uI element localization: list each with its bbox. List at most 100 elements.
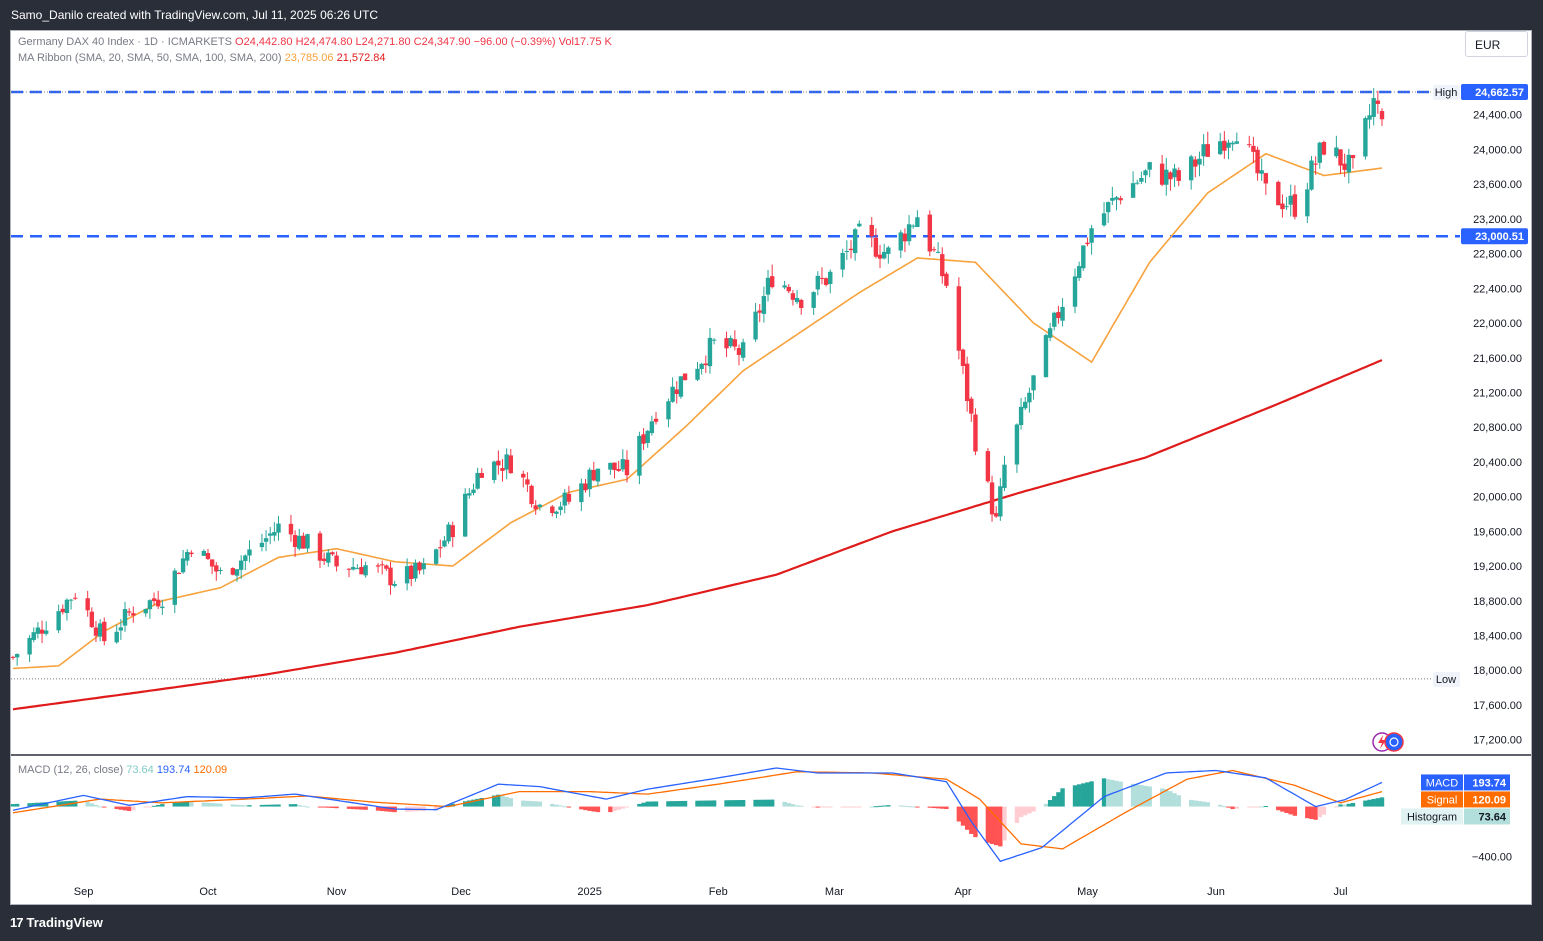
close-label: C24,347.90 (413, 36, 471, 48)
macd-histogram-bar (433, 806, 439, 811)
macd-histogram-bar (350, 806, 356, 810)
candle-body (852, 229, 858, 254)
ma-ribbon-label[interactable]: MA Ribbon (SMA, 20, SMA, 50, SMA, 100, S… (18, 52, 282, 64)
macd-histogram-bar (209, 803, 215, 807)
replay-icons[interactable] (1372, 732, 1404, 752)
macd-histogram-bar (218, 803, 223, 807)
macd-histogram-bar (288, 804, 294, 807)
tradingview-logo[interactable]: 17 TradingView (10, 915, 103, 930)
candle-body (1201, 144, 1206, 157)
candle-body (1230, 142, 1235, 145)
symbol-label[interactable]: Germany DAX 40 Index · 1D · ICMARKETS (18, 36, 232, 48)
candle-body (769, 276, 775, 288)
macd-histogram-bar (147, 806, 153, 808)
macd-histogram-bar (964, 806, 970, 830)
macd-histogram-bar (475, 798, 480, 807)
candle-body (68, 599, 74, 601)
candle-body (492, 461, 497, 481)
candle-body (160, 606, 165, 609)
macd-histogram-bar (869, 806, 874, 808)
candle-body (653, 418, 659, 422)
macd-name-label: MACD (1426, 777, 1458, 789)
macd-histogram-bar (1114, 780, 1119, 807)
sma-200-path (12, 359, 1383, 711)
macd-histogram-bar (1317, 806, 1322, 818)
macd-histogram-bar (857, 806, 862, 808)
candle-body (1110, 197, 1115, 201)
candle-body (392, 583, 397, 586)
macd-histogram-bar (753, 799, 758, 807)
macd-histogram-bar (1342, 804, 1347, 807)
candle-body (218, 569, 223, 571)
candle-body (433, 549, 439, 564)
macd-histogram-bar (1226, 806, 1231, 808)
price-tick-label: 18,000.00 (1473, 665, 1522, 677)
macd-histogram-bar (1379, 797, 1385, 807)
candle-body (886, 247, 891, 254)
ma-legend: MA Ribbon (SMA, 20, SMA, 50, SMA, 100, S… (18, 52, 386, 64)
macd-histogram-bar (969, 806, 974, 834)
candle-body (1002, 464, 1007, 488)
macd-histogram-bar (496, 794, 501, 807)
macd-histogram-bar (799, 805, 804, 807)
macd-histogram-bar (815, 806, 821, 808)
candle-body (305, 534, 310, 549)
macd-value-label: 193.74 (1472, 777, 1507, 789)
candle-body (288, 523, 294, 535)
candle-body (1226, 142, 1231, 148)
macd-histogram-bar (301, 805, 306, 807)
globe-icon[interactable] (1384, 732, 1404, 752)
lightning-glyph-icon (1378, 735, 1386, 749)
macd-histogram-bar (56, 801, 61, 807)
candle-body (375, 565, 381, 567)
footer-bar: 17 TradingView (0, 905, 1543, 941)
candle-body (467, 493, 472, 496)
candle-body (1106, 202, 1111, 213)
macd-histogram-bar (504, 796, 509, 807)
macd-histogram-bar (670, 801, 675, 807)
candle-body (413, 562, 418, 579)
candle-body (1222, 140, 1227, 151)
macd-histogram-bar (297, 804, 302, 807)
candle-body (927, 214, 933, 252)
candle-body (471, 489, 476, 494)
macd-histogram-bar (703, 800, 708, 807)
candle-body (591, 469, 596, 481)
candles (10, 88, 1385, 666)
macd-histogram-bar (1201, 801, 1206, 807)
candle-body (297, 535, 302, 549)
macd-histogram-bar (359, 806, 364, 810)
macd-axis: −400.00 MACD 193.74 Signal 120.09 Histogram 73… (1401, 774, 1512, 863)
macd-histogram-bar (1350, 802, 1356, 807)
candle-body (89, 611, 95, 628)
credit-text: Samo_Danilo created with TradingView.com… (11, 8, 379, 22)
macd-histogram-bar (724, 800, 729, 807)
open-label: O24,442.80 (235, 36, 293, 48)
macd-histogram-bar (31, 802, 36, 807)
currency-button[interactable]: EUR (1465, 31, 1528, 57)
macd-histogram-bar (1060, 788, 1065, 807)
macd-histogram-bar (624, 806, 630, 808)
macd-histogram-bar (1023, 806, 1028, 816)
macd-histogram-bar (1367, 799, 1372, 807)
signal-line (12, 769, 1383, 850)
macd-histogram-bar (649, 801, 655, 807)
macd-histogram-bar (380, 806, 385, 812)
price-tick-label: 24,000.00 (1473, 144, 1522, 156)
candle-body (317, 533, 323, 561)
macd-histogram-bar (1168, 791, 1173, 807)
candle-body (674, 389, 679, 394)
macd-histogram-bar (927, 806, 933, 808)
macd-title[interactable]: MACD (12, 26, close) (18, 764, 124, 776)
macd-histogram-bar (234, 804, 240, 807)
macd-tick-label: −400.00 (1472, 851, 1512, 863)
macd-histogram-bar (176, 802, 182, 807)
macd-histogram-bar (1305, 806, 1310, 819)
chart-frame[interactable] (10, 30, 1532, 905)
candle-body (666, 401, 671, 420)
macd-histogram-bar (89, 803, 95, 807)
macd-histogram-bar (794, 805, 800, 807)
candle-body (915, 217, 920, 228)
candle-body (682, 373, 688, 381)
